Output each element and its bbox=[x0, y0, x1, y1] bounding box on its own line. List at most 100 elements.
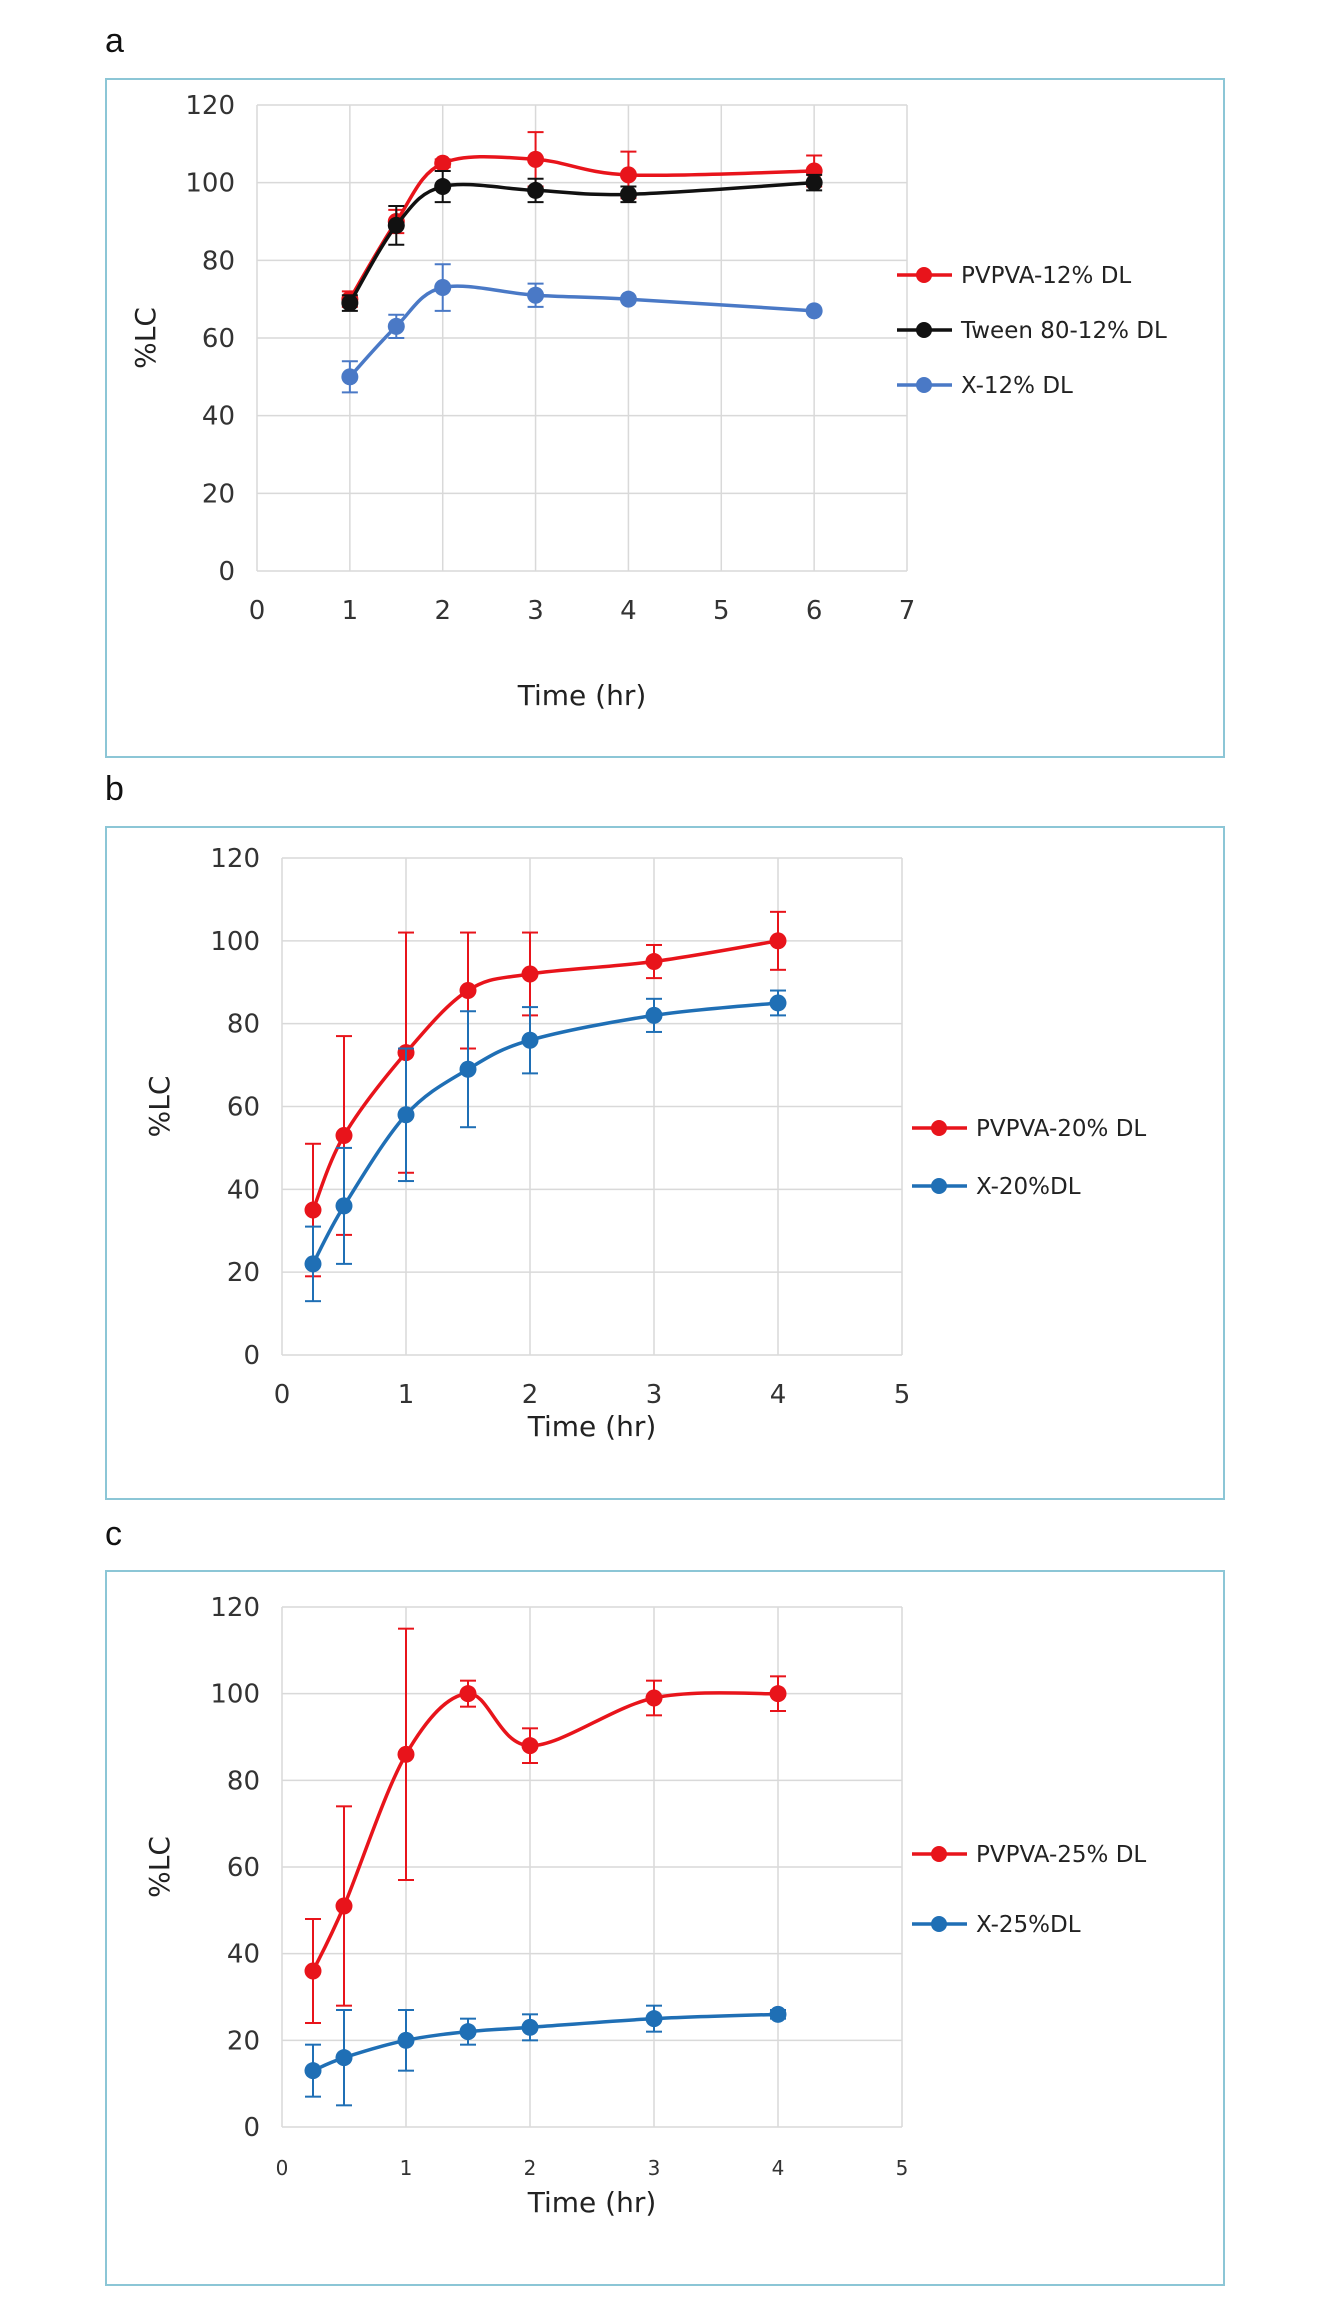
x-tick-label: 3 bbox=[646, 1380, 663, 1410]
data-point bbox=[769, 1685, 787, 1703]
series-2 bbox=[304, 989, 787, 1303]
data-point bbox=[304, 1962, 322, 1980]
data-point bbox=[387, 216, 405, 234]
legend-label: Tween 80-12% DL bbox=[960, 318, 1167, 344]
data-point bbox=[527, 286, 545, 304]
legend-label: X-20%DL bbox=[976, 1174, 1081, 1200]
x-tick-label: 5 bbox=[713, 596, 730, 626]
y-tick-label: 80 bbox=[202, 246, 235, 276]
y-tick-label: 60 bbox=[227, 1853, 260, 1883]
series-line bbox=[311, 939, 779, 1211]
data-point bbox=[387, 317, 405, 335]
series-line bbox=[312, 2012, 779, 2073]
y-tick-label: 120 bbox=[185, 91, 235, 121]
chart-a-svg: 0 20 40 60 80 100 120 0 1 2 3 4 5 6 7 Time (hr) %LC PVPVA… bbox=[129, 91, 1167, 712]
data-point bbox=[645, 1006, 663, 1024]
series-line bbox=[348, 284, 815, 379]
y-tick-label: 0 bbox=[243, 2113, 260, 2143]
legend-marker bbox=[931, 1120, 947, 1136]
data-point bbox=[459, 1685, 477, 1703]
x-tick-label: 4 bbox=[620, 596, 637, 626]
x-tick-label: 7 bbox=[899, 596, 916, 626]
data-point bbox=[459, 2023, 477, 2041]
x-tick-label: 6 bbox=[806, 596, 823, 626]
data-point bbox=[304, 1201, 322, 1219]
y-tick-label: 20 bbox=[202, 479, 235, 509]
y-tick-label: 40 bbox=[202, 402, 235, 432]
series-line bbox=[311, 1691, 779, 1972]
legend-label: PVPVA-12% DL bbox=[961, 263, 1131, 289]
legend-marker bbox=[916, 267, 932, 283]
x-tick-label: 1 bbox=[400, 2156, 413, 2180]
legend-entry: X-12% DL bbox=[897, 373, 1073, 399]
data-point bbox=[434, 279, 452, 297]
x-tick-label: 5 bbox=[896, 2156, 909, 2180]
data-point bbox=[805, 302, 823, 320]
series-line bbox=[348, 180, 815, 304]
data-point bbox=[434, 154, 452, 172]
data-point bbox=[335, 1197, 353, 1215]
data-point bbox=[521, 2018, 539, 2036]
data-point bbox=[459, 1060, 477, 1078]
series-line bbox=[311, 1001, 779, 1265]
y-axis-title: %LC bbox=[143, 1836, 176, 1898]
y-tick-label: 80 bbox=[227, 1010, 260, 1040]
series-2 bbox=[341, 170, 823, 312]
legend-marker bbox=[931, 1846, 947, 1862]
legend-marker bbox=[931, 1178, 947, 1194]
panel-letter-b: b bbox=[105, 770, 124, 808]
x-tick-label: 2 bbox=[522, 1380, 539, 1410]
data-point bbox=[335, 1126, 353, 1144]
x-tick-label: 0 bbox=[274, 1380, 291, 1410]
data-point bbox=[341, 368, 359, 386]
data-point bbox=[769, 932, 787, 950]
data-point bbox=[397, 1106, 415, 1124]
data-point bbox=[335, 2049, 353, 2067]
legend-entry: PVPVA-20% DL bbox=[912, 1116, 1146, 1142]
legend-label: X-25%DL bbox=[976, 1912, 1081, 1938]
y-tick-label: 60 bbox=[227, 1093, 260, 1123]
series-1 bbox=[304, 1627, 787, 2024]
data-point bbox=[521, 1737, 539, 1755]
legend-entry: Tween 80-12% DL bbox=[897, 318, 1167, 344]
chart-panel-b: 0 20 40 60 80 100 120 0 1 2 3 4 5 Time (hr) %LC PVPVA-2… bbox=[105, 826, 1225, 1500]
y-tick-label: 60 bbox=[202, 324, 235, 354]
data-point bbox=[459, 982, 477, 1000]
legend-label: X-12% DL bbox=[961, 373, 1073, 399]
series-3 bbox=[341, 263, 823, 394]
legend-entry: PVPVA-12% DL bbox=[897, 263, 1131, 289]
y-tick-label: 120 bbox=[210, 844, 260, 874]
y-tick-label: 100 bbox=[210, 927, 260, 957]
chart-panel-c: 0 20 40 60 80 100 120 0 1 2 3 4 5 Time (hr) %LC PVPVA-2… bbox=[105, 1570, 1225, 2286]
x-tick-label: 4 bbox=[772, 2156, 785, 2180]
data-point bbox=[341, 294, 359, 312]
x-axis-title: Time (hr) bbox=[527, 2186, 657, 2219]
legend-marker bbox=[931, 1916, 947, 1932]
series-1 bbox=[341, 131, 823, 308]
x-tick-label: 2 bbox=[434, 596, 451, 626]
legend-entry: X-25%DL bbox=[912, 1912, 1081, 1938]
data-point bbox=[527, 181, 545, 199]
x-tick-label: 1 bbox=[342, 596, 359, 626]
legend-marker bbox=[916, 322, 932, 338]
data-point bbox=[335, 1897, 353, 1915]
data-point bbox=[397, 2031, 415, 2049]
data-point bbox=[521, 1031, 539, 1049]
y-tick-label: 80 bbox=[227, 1766, 260, 1796]
data-point bbox=[304, 2062, 322, 2080]
x-axis-title: Time (hr) bbox=[527, 1410, 657, 1443]
data-point bbox=[645, 1689, 663, 1707]
x-tick-label: 3 bbox=[527, 596, 544, 626]
gridlines bbox=[281, 1606, 903, 2128]
legend-marker bbox=[916, 377, 932, 393]
x-axis-title: Time (hr) bbox=[517, 679, 647, 712]
chart-c-svg: 0 20 40 60 80 100 120 0 1 2 3 4 5 Time (hr) %LC PVPVA-2… bbox=[143, 1593, 1146, 2219]
data-point bbox=[769, 2005, 787, 2023]
data-point bbox=[521, 965, 539, 983]
panel-letter-a: a bbox=[105, 22, 124, 60]
x-tick-label: 2 bbox=[524, 2156, 537, 2180]
data-point bbox=[645, 2010, 663, 2028]
x-tick-label: 4 bbox=[770, 1380, 787, 1410]
series-2 bbox=[304, 2004, 787, 2107]
y-axis-title: %LC bbox=[143, 1076, 176, 1138]
